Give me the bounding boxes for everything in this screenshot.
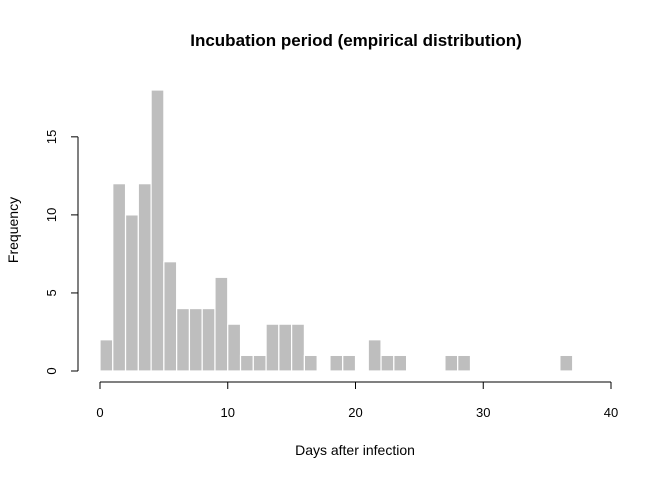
- histogram-bar: [342, 354, 357, 372]
- histogram-bar: [329, 354, 344, 372]
- x-tick-label: 40: [604, 405, 618, 420]
- chart-title: Incubation period (empirical distributio…: [190, 31, 522, 50]
- histogram-bar: [150, 89, 165, 372]
- histogram-bar: [393, 354, 408, 372]
- histogram-bar: [227, 323, 242, 372]
- histogram-bar: [112, 183, 127, 372]
- histogram-bar: [457, 354, 472, 372]
- x-axis-label: Days after infection: [295, 442, 415, 458]
- histogram-bar: [163, 261, 178, 372]
- histogram-bar: [201, 307, 216, 372]
- y-axis: 0 5 10 15: [44, 130, 79, 375]
- histogram-bar: [265, 323, 280, 372]
- x-tick-label: 10: [221, 405, 235, 420]
- histogram-bar: [137, 183, 152, 372]
- x-tick-label: 0: [96, 405, 103, 420]
- histogram-bars: [99, 89, 574, 372]
- histogram-bar: [444, 354, 459, 372]
- histogram-bar: [367, 339, 382, 372]
- histogram-bar: [99, 339, 114, 372]
- histogram-bar: [124, 214, 139, 372]
- y-tick-label: 15: [44, 130, 59, 144]
- y-tick-label: 0: [44, 367, 59, 374]
- histogram-bar: [291, 323, 305, 372]
- x-axis: 0 10 20 30 40: [96, 381, 618, 420]
- y-tick-label: 10: [44, 208, 59, 222]
- histogram-bar: [303, 354, 318, 372]
- histogram-bar: [559, 354, 574, 372]
- histogram-bar: [188, 307, 203, 372]
- histogram-bar: [252, 354, 267, 372]
- y-axis-label: Frequency: [5, 197, 21, 263]
- histogram-bar: [214, 276, 229, 372]
- histogram-bar: [239, 354, 254, 372]
- histogram-bar: [278, 323, 293, 372]
- histogram-bar: [176, 307, 191, 372]
- x-tick-label: 20: [348, 405, 362, 420]
- x-tick-label: 30: [476, 405, 490, 420]
- histogram-bar: [380, 354, 395, 372]
- y-tick-label: 5: [44, 289, 59, 296]
